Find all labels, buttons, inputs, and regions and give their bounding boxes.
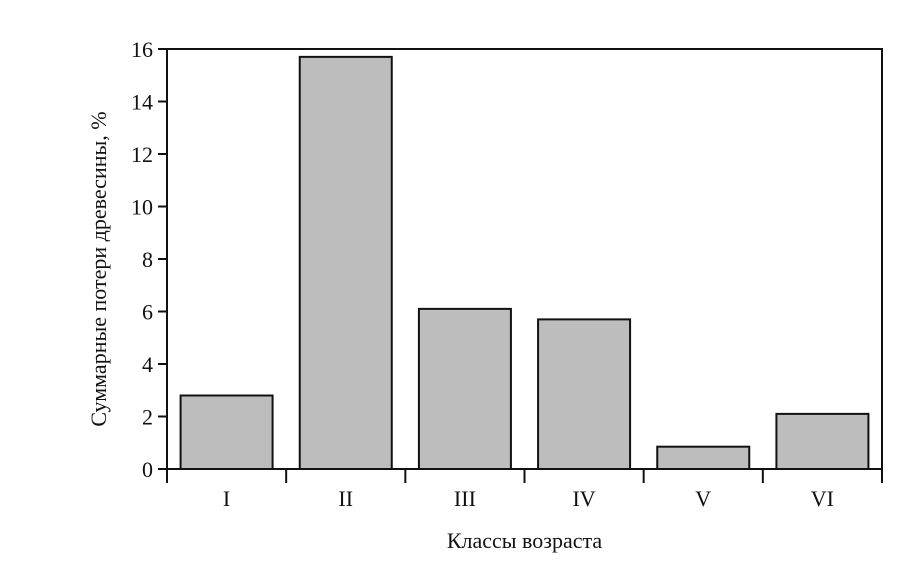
bar-III: [417, 307, 512, 470]
x-axis-ticks: I II III IV V VI: [166, 469, 883, 511]
bar-I: [179, 394, 274, 470]
bar-VI: [775, 412, 870, 470]
x-axis-title: Классы возраста: [447, 528, 603, 553]
x-tick-label: IV: [572, 486, 595, 511]
bars-group: [179, 55, 870, 470]
x-tick-label: II: [338, 486, 353, 511]
y-tick-label: 4: [142, 352, 153, 377]
y-tick-label: 12: [131, 142, 153, 167]
y-axis-ticks: 0 2 4 6 8 10 12 14 16: [131, 37, 167, 482]
x-tick-label: VI: [811, 486, 834, 511]
y-tick-label: 10: [131, 195, 153, 220]
y-tick-label: 0: [142, 457, 153, 482]
x-tick-label: V: [695, 486, 711, 511]
plot-frame: [166, 48, 883, 470]
y-tick-label: 14: [131, 90, 153, 115]
y-tick-label: 2: [142, 405, 153, 430]
y-tick-label: 8: [142, 247, 153, 272]
x-tick-label: I: [223, 486, 230, 511]
bar-IV: [537, 318, 632, 470]
bar-II: [298, 55, 393, 470]
y-tick-label: 6: [142, 300, 153, 325]
y-tick-label: 16: [131, 37, 153, 62]
y-axis-title: Суммарные потери древесины, %: [86, 111, 111, 426]
bar-V: [656, 445, 751, 470]
x-tick-label: III: [454, 486, 476, 511]
